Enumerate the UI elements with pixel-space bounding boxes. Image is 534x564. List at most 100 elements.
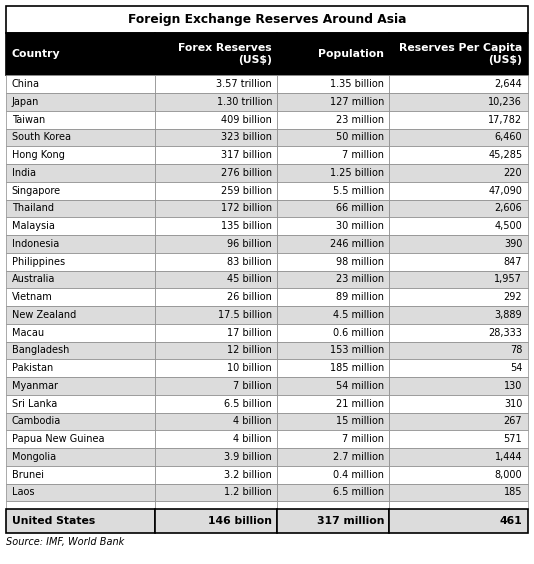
Text: 10,236: 10,236 bbox=[489, 97, 522, 107]
Bar bbox=[155, 509, 278, 533]
Bar bbox=[6, 359, 155, 377]
Bar bbox=[6, 430, 155, 448]
Text: 15 million: 15 million bbox=[336, 416, 384, 426]
Text: Thailand: Thailand bbox=[12, 204, 54, 213]
Text: 130: 130 bbox=[504, 381, 522, 391]
Text: 185: 185 bbox=[504, 487, 522, 497]
Text: Cambodia: Cambodia bbox=[12, 416, 61, 426]
Text: 6,460: 6,460 bbox=[494, 133, 522, 142]
Text: Reserves Per Capita
(US$): Reserves Per Capita (US$) bbox=[399, 43, 522, 65]
Text: Bangladesh: Bangladesh bbox=[12, 345, 69, 355]
Text: 17,782: 17,782 bbox=[488, 114, 522, 125]
Bar bbox=[389, 430, 528, 448]
Text: 323 billion: 323 billion bbox=[221, 133, 272, 142]
Bar bbox=[389, 271, 528, 288]
Text: United States: United States bbox=[12, 516, 95, 526]
Text: India: India bbox=[12, 168, 36, 178]
Bar bbox=[6, 324, 155, 342]
Bar bbox=[389, 200, 528, 217]
Text: 571: 571 bbox=[504, 434, 522, 444]
Text: 54 million: 54 million bbox=[336, 381, 384, 391]
Bar bbox=[389, 288, 528, 306]
Bar bbox=[155, 271, 278, 288]
Bar bbox=[155, 430, 278, 448]
Text: Macau: Macau bbox=[12, 328, 44, 338]
Bar bbox=[6, 466, 155, 483]
Bar bbox=[278, 509, 389, 533]
Bar bbox=[6, 271, 155, 288]
Text: 4 billion: 4 billion bbox=[233, 416, 272, 426]
Bar bbox=[278, 288, 389, 306]
Text: Foreign Exchange Reserves Around Asia: Foreign Exchange Reserves Around Asia bbox=[128, 13, 406, 26]
Text: 89 million: 89 million bbox=[336, 292, 384, 302]
Text: 28,333: 28,333 bbox=[489, 328, 522, 338]
Text: 6.5 billion: 6.5 billion bbox=[224, 399, 272, 409]
Text: 127 million: 127 million bbox=[330, 97, 384, 107]
Bar bbox=[278, 501, 389, 509]
Bar bbox=[155, 306, 278, 324]
Text: 47,090: 47,090 bbox=[489, 186, 522, 196]
Text: South Korea: South Korea bbox=[12, 133, 70, 142]
Text: 267: 267 bbox=[504, 416, 522, 426]
Text: Malaysia: Malaysia bbox=[12, 221, 54, 231]
Bar bbox=[389, 377, 528, 395]
Text: 26 billion: 26 billion bbox=[227, 292, 272, 302]
Text: 461: 461 bbox=[499, 516, 522, 526]
Text: China: China bbox=[12, 79, 40, 89]
Bar bbox=[389, 129, 528, 146]
Text: 23 million: 23 million bbox=[336, 114, 384, 125]
Text: Country: Country bbox=[12, 49, 60, 59]
Bar bbox=[6, 146, 155, 164]
Bar bbox=[6, 217, 155, 235]
Text: 135 billion: 135 billion bbox=[221, 221, 272, 231]
Bar bbox=[389, 75, 528, 93]
Bar bbox=[155, 395, 278, 413]
Text: 1.25 billion: 1.25 billion bbox=[330, 168, 384, 178]
Bar bbox=[389, 483, 528, 501]
Text: 259 billion: 259 billion bbox=[221, 186, 272, 196]
Bar bbox=[278, 253, 389, 271]
Text: 12 billion: 12 billion bbox=[227, 345, 272, 355]
Bar bbox=[278, 164, 389, 182]
Bar bbox=[155, 146, 278, 164]
Text: Papua New Guinea: Papua New Guinea bbox=[12, 434, 104, 444]
Text: Vietnam: Vietnam bbox=[12, 292, 52, 302]
Text: Japan: Japan bbox=[12, 97, 39, 107]
Text: Singapore: Singapore bbox=[12, 186, 61, 196]
Bar bbox=[389, 395, 528, 413]
Bar bbox=[278, 359, 389, 377]
Text: 409 billion: 409 billion bbox=[221, 114, 272, 125]
Text: Laos: Laos bbox=[12, 487, 34, 497]
Text: 246 million: 246 million bbox=[330, 239, 384, 249]
Text: Australia: Australia bbox=[12, 275, 55, 284]
Bar bbox=[6, 288, 155, 306]
Bar bbox=[278, 146, 389, 164]
Bar bbox=[278, 395, 389, 413]
Bar bbox=[389, 146, 528, 164]
Bar bbox=[278, 271, 389, 288]
Text: 3.57 trillion: 3.57 trillion bbox=[216, 79, 272, 89]
Text: 78: 78 bbox=[510, 345, 522, 355]
Bar bbox=[389, 235, 528, 253]
Bar bbox=[155, 288, 278, 306]
Bar bbox=[6, 501, 155, 509]
Text: 1.2 billion: 1.2 billion bbox=[224, 487, 272, 497]
Text: 847: 847 bbox=[504, 257, 522, 267]
Text: 3,889: 3,889 bbox=[494, 310, 522, 320]
Text: 1,444: 1,444 bbox=[494, 452, 522, 462]
Bar bbox=[6, 164, 155, 182]
Text: 17.5 billion: 17.5 billion bbox=[218, 310, 272, 320]
Bar bbox=[155, 501, 278, 509]
Text: 1.30 trillion: 1.30 trillion bbox=[217, 97, 272, 107]
Bar bbox=[155, 164, 278, 182]
Text: 2.7 million: 2.7 million bbox=[333, 452, 384, 462]
Text: 45,285: 45,285 bbox=[488, 150, 522, 160]
Bar bbox=[278, 306, 389, 324]
Bar bbox=[6, 182, 155, 200]
Text: 3.9 billion: 3.9 billion bbox=[224, 452, 272, 462]
Bar bbox=[6, 129, 155, 146]
Text: 17 billion: 17 billion bbox=[227, 328, 272, 338]
Text: 172 billion: 172 billion bbox=[221, 204, 272, 213]
Bar bbox=[6, 509, 155, 533]
Bar bbox=[278, 466, 389, 483]
